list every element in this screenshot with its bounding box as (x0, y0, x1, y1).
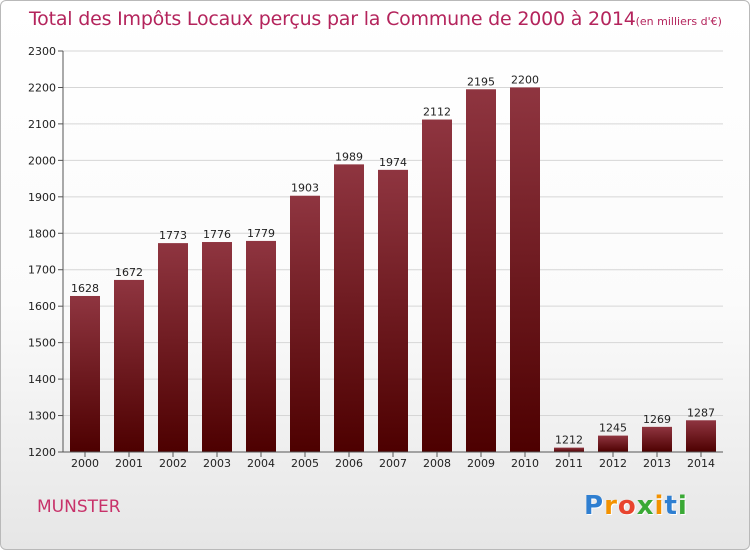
bar-2002 (158, 243, 188, 452)
chart-unit-note: (en milliers d'€) (635, 15, 722, 28)
y-tick-label-1400: 1400 (28, 373, 56, 386)
value-label-2014: 1287 (687, 406, 715, 419)
y-tick-label-1900: 1900 (28, 191, 56, 204)
x-tick-label-2014: 2014 (687, 457, 715, 470)
logo-letter: t (664, 491, 678, 521)
y-tick-label-2100: 2100 (28, 118, 56, 131)
logo-letter: P (584, 491, 605, 521)
y-tick-label-2200: 2200 (28, 81, 56, 94)
x-tick-label-2009: 2009 (467, 457, 495, 470)
x-tick-label-2005: 2005 (291, 457, 319, 470)
logo-letter: r (604, 491, 618, 521)
bar-2007 (378, 169, 408, 453)
x-tick-label-2012: 2012 (599, 457, 627, 470)
value-label-2002: 1773 (159, 229, 187, 242)
chart-title-text: Total des Impôts Locaux perçus par la Co… (29, 8, 636, 30)
chart-title: Total des Impôts Locaux perçus par la Co… (29, 8, 722, 30)
value-label-2001: 1672 (115, 266, 143, 279)
bar-2011 (554, 447, 584, 452)
x-tick-label-2000: 2000 (71, 457, 99, 470)
y-axis: 1200 1300 1400 1500 1600 1700 1800 1900 2000 2100… (28, 45, 64, 459)
y-tick-label-1500: 1500 (28, 337, 56, 350)
y-tick-label-1800: 1800 (28, 227, 56, 240)
value-label-2007: 1974 (379, 156, 407, 169)
bar-2001 (114, 279, 144, 452)
commune-name: MUNSTER (37, 497, 121, 517)
x-tick-label-2003: 2003 (203, 457, 231, 470)
y-tick-label-1200: 1200 (28, 446, 56, 459)
y-tick-label-2000: 2000 (28, 154, 56, 167)
bar-2010 (510, 87, 540, 453)
value-label-2006: 1989 (335, 150, 363, 163)
y-tick-label-1300: 1300 (28, 410, 56, 423)
bars: 1628 1672 1773 1776 1779 1903 1989 1974 2112 2195… (70, 73, 716, 453)
value-label-2004: 1779 (247, 227, 275, 240)
bar-2012 (598, 435, 628, 452)
value-label-2008: 2112 (423, 106, 451, 119)
x-tick-label-2001: 2001 (115, 457, 143, 470)
bar-2013 (642, 426, 672, 452)
x-tick-label-2002: 2002 (159, 457, 187, 470)
bar-2005 (290, 195, 320, 452)
bar-2014 (686, 420, 716, 452)
logo-letter: i (654, 491, 665, 521)
bar-2000 (70, 295, 100, 452)
x-tick-label-2010: 2010 (511, 457, 539, 470)
bar-2006 (334, 164, 364, 452)
x-tick-label-2011: 2011 (555, 457, 583, 470)
x-tick-label-2004: 2004 (247, 457, 275, 470)
bar-2004 (246, 240, 276, 452)
logo-letter: i (677, 491, 688, 521)
x-tick-label-2006: 2006 (335, 457, 363, 470)
value-label-2011: 1212 (555, 434, 583, 447)
x-axis: 2000 2001 2002 2003 2004 2005 2006 2007 2008 2009… (63, 451, 723, 470)
value-label-2010: 2200 (511, 73, 539, 86)
bar-2003 (202, 242, 232, 452)
y-tick-label-1600: 1600 (28, 300, 56, 313)
value-label-2000: 1628 (71, 282, 99, 295)
bar-2008 (422, 119, 452, 452)
x-tick-label-2008: 2008 (423, 457, 451, 470)
logo-letter: o (617, 491, 637, 521)
value-label-2009: 2195 (467, 75, 495, 88)
proxiti-logo: Proxiti (584, 491, 688, 521)
value-label-2003: 1776 (203, 228, 231, 241)
x-tick-label-2013: 2013 (643, 457, 671, 470)
value-label-2013: 1269 (643, 413, 671, 426)
logo-letter: x (636, 491, 655, 521)
value-label-2012: 1245 (599, 422, 627, 435)
value-label-2005: 1903 (291, 182, 319, 195)
y-tick-label-1700: 1700 (28, 264, 56, 277)
x-tick-label-2007: 2007 (379, 457, 407, 470)
bar-2009 (466, 89, 496, 452)
y-tick-label-2300: 2300 (28, 45, 56, 58)
